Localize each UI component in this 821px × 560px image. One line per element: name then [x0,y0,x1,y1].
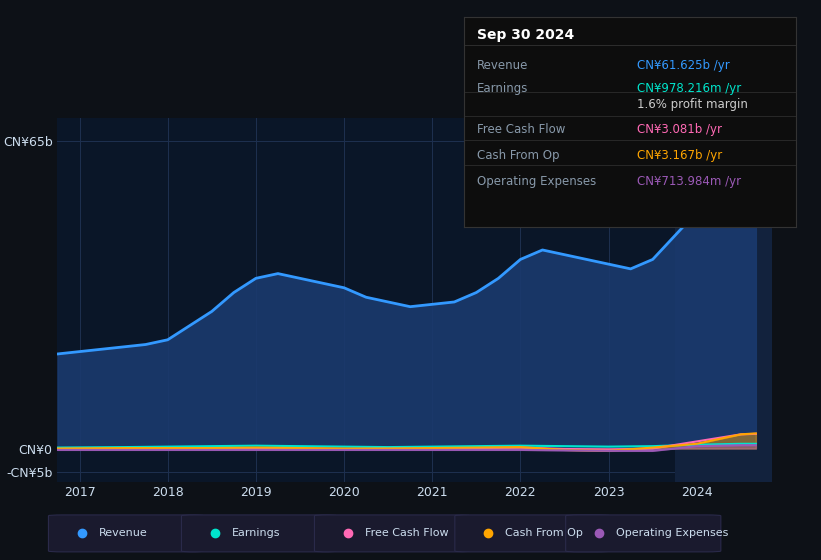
Text: Revenue: Revenue [99,529,148,538]
FancyBboxPatch shape [566,515,721,552]
Text: CN¥3.081b /yr: CN¥3.081b /yr [637,123,722,136]
Text: Sep 30 2024: Sep 30 2024 [477,29,575,43]
Text: 1.6% profit margin: 1.6% profit margin [637,97,748,111]
Text: Operating Expenses: Operating Expenses [616,529,728,538]
Text: Earnings: Earnings [477,82,529,95]
Text: Cash From Op: Cash From Op [477,149,560,162]
FancyBboxPatch shape [48,515,204,552]
Text: Free Cash Flow: Free Cash Flow [477,123,566,136]
Text: CN¥713.984m /yr: CN¥713.984m /yr [637,175,741,188]
Bar [675,118,772,482]
FancyBboxPatch shape [314,515,470,552]
Text: CN¥61.625b /yr: CN¥61.625b /yr [637,59,730,72]
Text: Earnings: Earnings [232,529,280,538]
FancyBboxPatch shape [455,515,610,552]
Text: Free Cash Flow: Free Cash Flow [365,529,448,538]
Text: Cash From Op: Cash From Op [505,529,583,538]
Text: CN¥3.167b /yr: CN¥3.167b /yr [637,149,722,162]
Text: Revenue: Revenue [477,59,529,72]
Text: CN¥978.216m /yr: CN¥978.216m /yr [637,82,741,95]
Text: Operating Expenses: Operating Expenses [477,175,596,188]
FancyBboxPatch shape [181,515,337,552]
